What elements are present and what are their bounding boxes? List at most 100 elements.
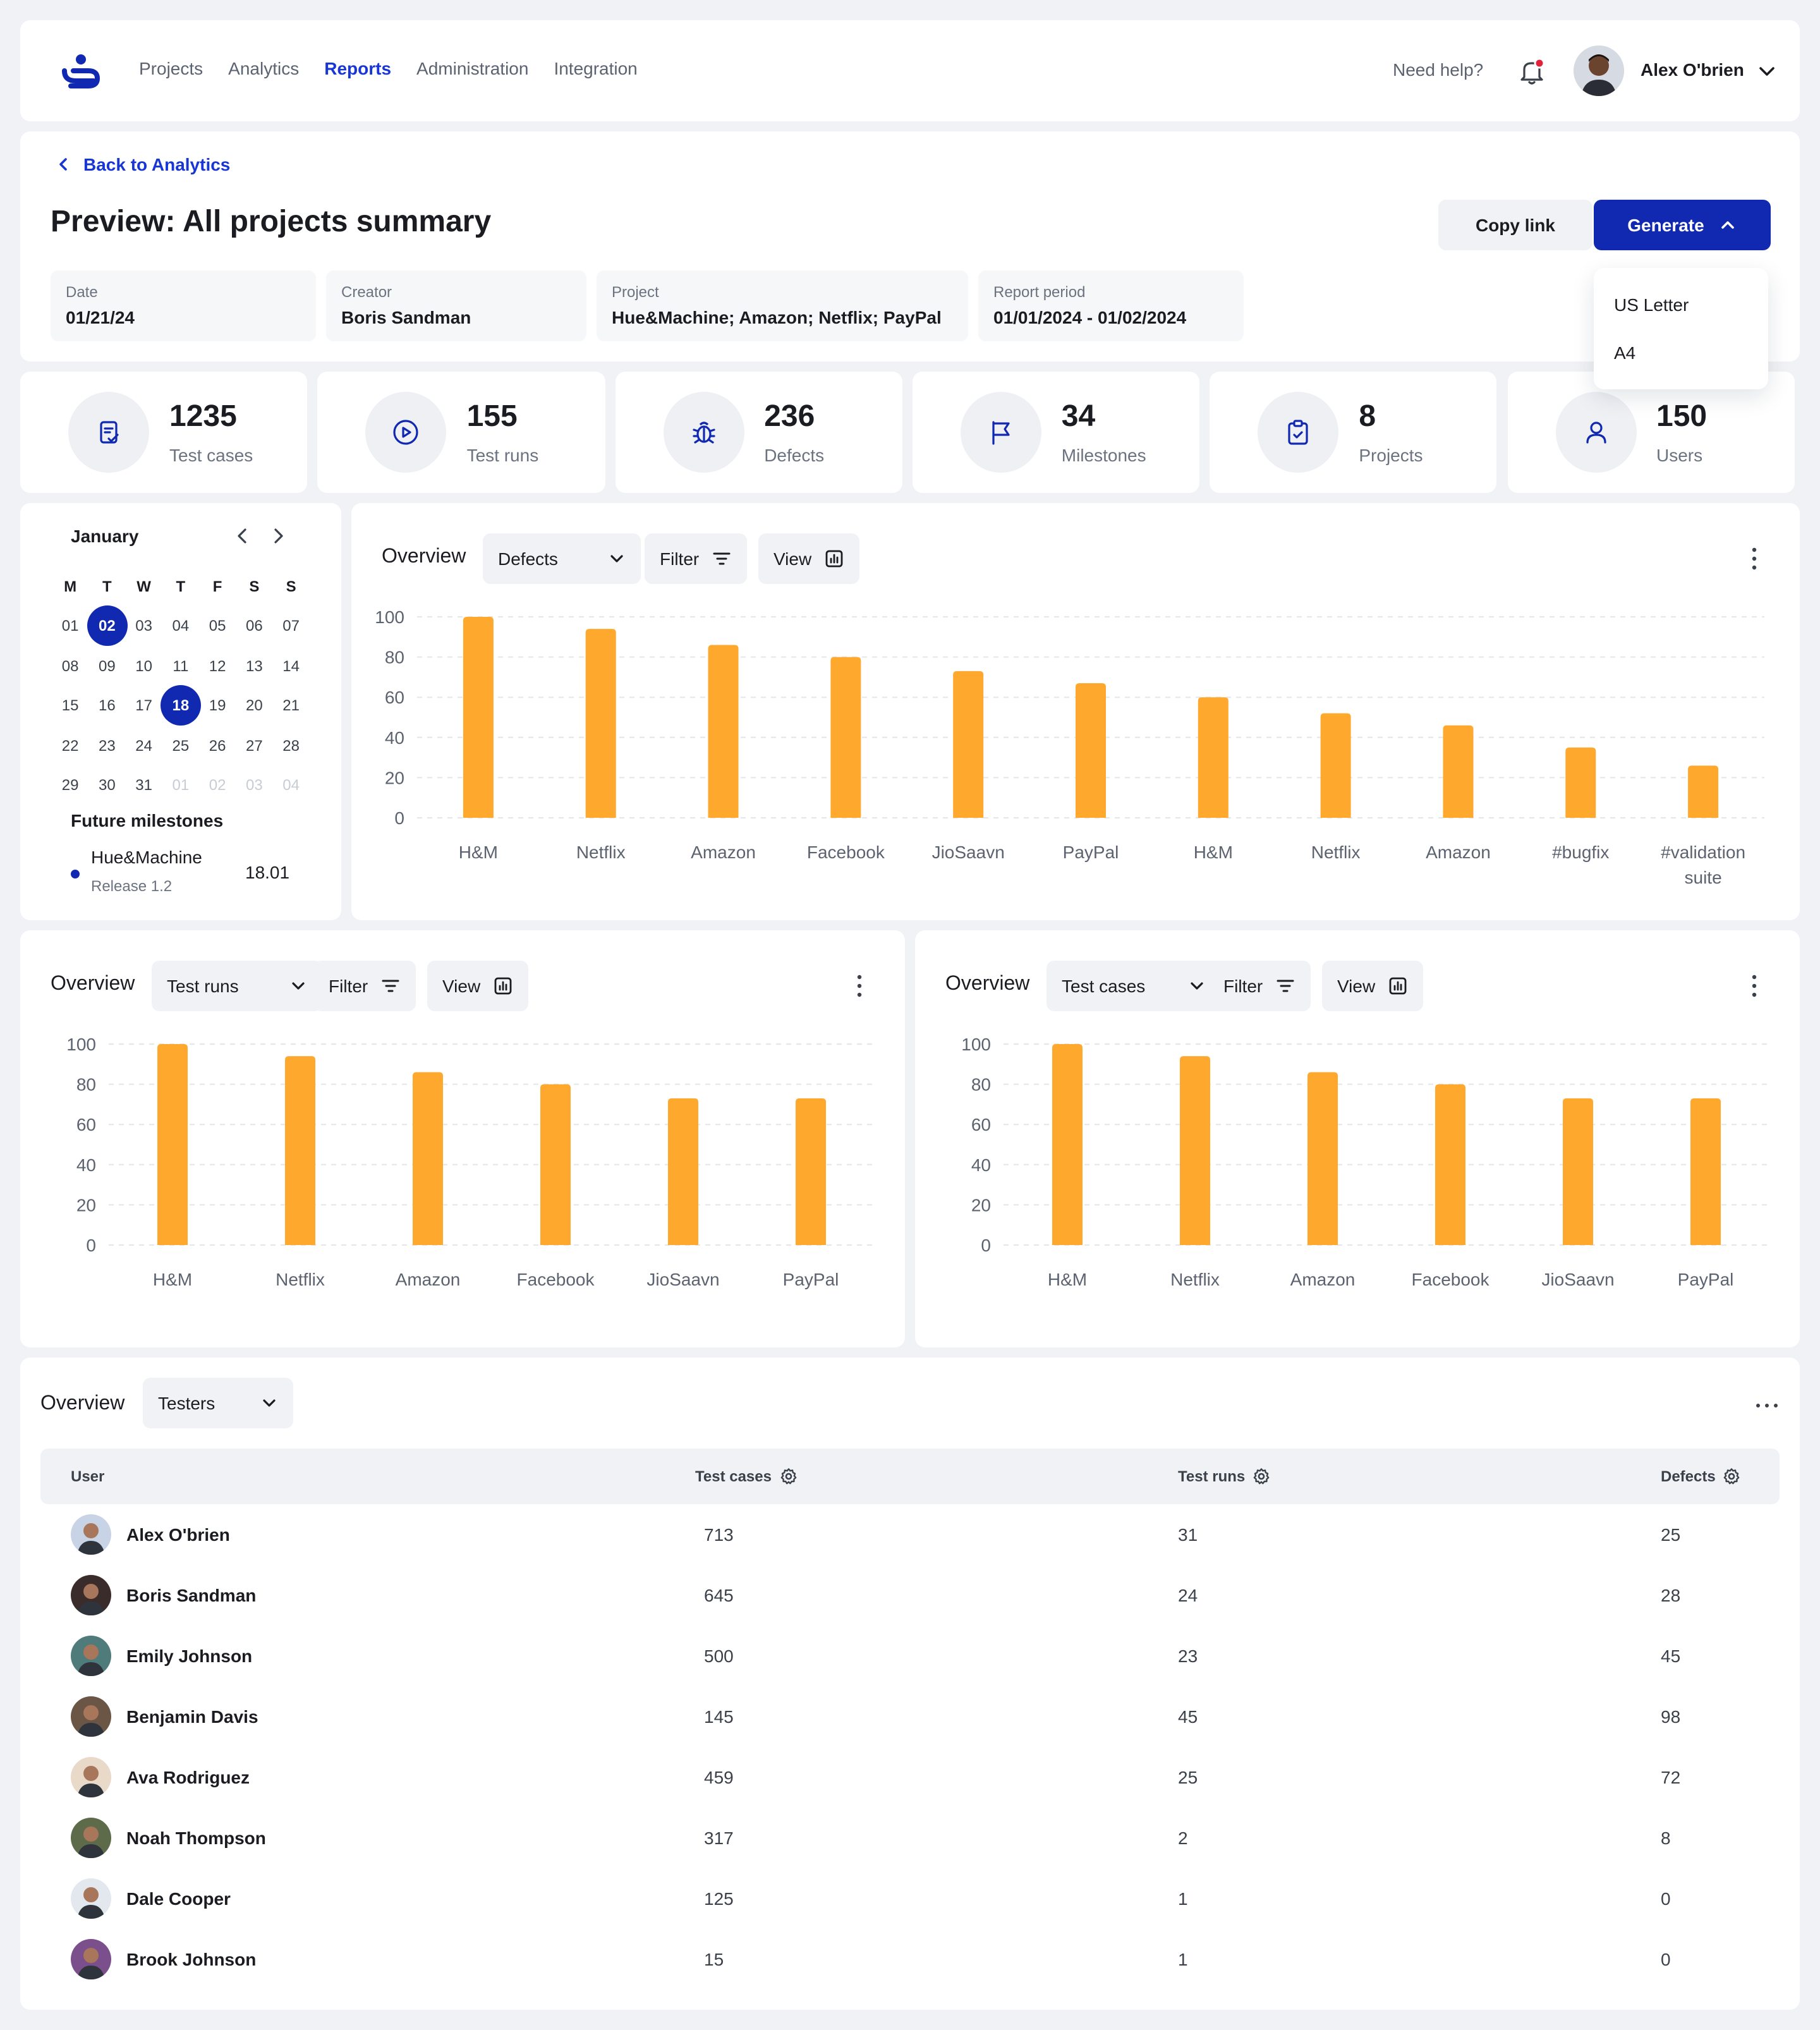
calendar-day[interactable]: 01: [61, 617, 79, 635]
bar[interactable]: [540, 1084, 571, 1245]
bar[interactable]: [1443, 725, 1474, 818]
view-button[interactable]: View: [427, 961, 529, 1011]
logo-icon[interactable]: [61, 53, 101, 88]
calendar-day[interactable]: 01: [172, 776, 190, 794]
bar[interactable]: [1563, 1098, 1593, 1245]
table-row[interactable]: Emily Johnson 500 23 45: [40, 1626, 1780, 1686]
table-row[interactable]: Boris Sandman 645 24 28: [40, 1565, 1780, 1626]
calendar-day[interactable]: 04: [282, 776, 300, 794]
chevron-right-icon[interactable]: [268, 526, 288, 546]
bar[interactable]: [1435, 1084, 1465, 1245]
bar[interactable]: [1690, 1098, 1721, 1245]
calendar-day[interactable]: 31: [135, 776, 152, 794]
stat-card-milestones[interactable]: 34 Milestones: [912, 372, 1200, 493]
calendar-day[interactable]: 02: [209, 776, 226, 794]
more-vertical-icon[interactable]: [1739, 544, 1769, 574]
calendar-day[interactable]: 17: [135, 696, 152, 715]
test-runs-select[interactable]: Test runs: [152, 961, 322, 1011]
stat-card-projects[interactable]: 8 Projects: [1210, 372, 1497, 493]
table-row[interactable]: Brook Johnson 15 1 0: [40, 1929, 1780, 1990]
bar[interactable]: [413, 1072, 443, 1245]
bar[interactable]: [157, 1044, 188, 1245]
bar[interactable]: [796, 1098, 826, 1245]
calendar-day[interactable]: 23: [99, 736, 116, 755]
user-name[interactable]: Boris Sandman: [126, 1585, 257, 1605]
calendar-day[interactable]: 27: [246, 736, 263, 755]
user-avatar[interactable]: [1574, 46, 1624, 96]
bar[interactable]: [1180, 1056, 1210, 1245]
user-name[interactable]: Alex O'brien: [126, 1524, 230, 1545]
help-link[interactable]: Need help?: [1393, 59, 1484, 80]
user-name[interactable]: Emily Johnson: [126, 1646, 253, 1666]
calendar-day[interactable]: 07: [282, 617, 300, 635]
calendar-day[interactable]: 25: [172, 736, 190, 755]
table-row[interactable]: Dale Cooper 125 1 0: [40, 1868, 1780, 1929]
calendar-day-selected[interactable]: 18: [160, 685, 202, 726]
filter-button[interactable]: Filter: [645, 533, 748, 584]
chevron-left-icon[interactable]: [233, 526, 253, 546]
calendar-day[interactable]: 13: [246, 657, 263, 675]
bar[interactable]: [708, 645, 739, 818]
back-link[interactable]: Back to Analytics: [56, 154, 230, 174]
calendar-day[interactable]: 26: [209, 736, 226, 755]
test-cases-select[interactable]: Test cases: [1046, 961, 1222, 1011]
milestone-name[interactable]: Hue&Machine: [91, 847, 202, 867]
column-defects[interactable]: Defects: [1661, 1468, 1741, 1485]
gear-icon[interactable]: [1723, 1468, 1741, 1485]
calendar-day[interactable]: 19: [209, 696, 226, 715]
nav-link-analytics[interactable]: Analytics: [228, 58, 300, 78]
bar[interactable]: [1052, 1044, 1083, 1245]
bar[interactable]: [1320, 713, 1351, 818]
defects-select[interactable]: Defects: [483, 533, 641, 584]
stat-card-test-cases[interactable]: 1235 Test cases: [20, 372, 308, 493]
bar[interactable]: [1688, 765, 1719, 818]
nav-link-integration[interactable]: Integration: [554, 58, 638, 78]
calendar-day[interactable]: 08: [61, 657, 79, 675]
bar[interactable]: [463, 617, 494, 818]
copy-link-button[interactable]: Copy link: [1438, 200, 1592, 250]
gear-icon[interactable]: [1253, 1468, 1270, 1485]
calendar-day[interactable]: 10: [135, 657, 152, 675]
chevron-down-icon[interactable]: [1757, 61, 1777, 81]
user-name[interactable]: Benjamin Davis: [126, 1706, 258, 1727]
calendar-day[interactable]: 29: [61, 776, 79, 794]
nav-link-projects[interactable]: Projects: [139, 58, 203, 78]
more-vertical-icon[interactable]: [844, 971, 875, 1001]
bar[interactable]: [668, 1098, 698, 1245]
table-row[interactable]: Ava Rodriguez 459 25 72: [40, 1747, 1780, 1808]
stat-card-users[interactable]: 150 Users: [1507, 372, 1795, 493]
calendar-day[interactable]: 28: [282, 736, 300, 755]
calendar-day[interactable]: 22: [61, 736, 79, 755]
calendar-day[interactable]: 11: [173, 657, 189, 675]
gear-icon[interactable]: [779, 1468, 797, 1485]
calendar-day[interactable]: 30: [99, 776, 116, 794]
filter-button[interactable]: Filter: [1208, 961, 1311, 1011]
calendar-day[interactable]: 20: [246, 696, 263, 715]
bar[interactable]: [1198, 697, 1228, 818]
calendar-day[interactable]: 06: [246, 617, 263, 635]
calendar-day[interactable]: 04: [172, 617, 190, 635]
more-vertical-icon[interactable]: [1739, 971, 1769, 1001]
bar[interactable]: [953, 671, 984, 818]
calendar-day[interactable]: 24: [135, 736, 152, 755]
table-row[interactable]: Noah Thompson 317 2 8: [40, 1808, 1780, 1868]
column-test-runs[interactable]: Test runs: [1178, 1468, 1270, 1485]
testers-select[interactable]: Testers: [143, 1378, 294, 1428]
table-row[interactable]: Alex O'brien 713 31 25: [40, 1504, 1780, 1565]
view-button[interactable]: View: [1322, 961, 1424, 1011]
user-name[interactable]: Ava Rodriguez: [126, 1767, 250, 1787]
bar[interactable]: [585, 629, 616, 818]
bar[interactable]: [285, 1056, 315, 1245]
bar[interactable]: [1565, 747, 1596, 818]
column-test-cases[interactable]: Test cases: [695, 1468, 797, 1485]
dropdown-item-us-letter[interactable]: US Letter: [1614, 295, 1689, 315]
calendar-day[interactable]: 14: [282, 657, 300, 675]
nav-link-reports[interactable]: Reports: [324, 58, 392, 78]
bell-icon[interactable]: [1517, 56, 1547, 86]
calendar-day[interactable]: 21: [282, 696, 300, 715]
calendar-day[interactable]: 12: [209, 657, 226, 675]
more-horizontal-icon[interactable]: [1752, 1390, 1782, 1421]
nav-link-administration[interactable]: Administration: [416, 58, 529, 78]
user-name[interactable]: Brook Johnson: [126, 1949, 257, 1969]
calendar-day[interactable]: 03: [246, 776, 263, 794]
